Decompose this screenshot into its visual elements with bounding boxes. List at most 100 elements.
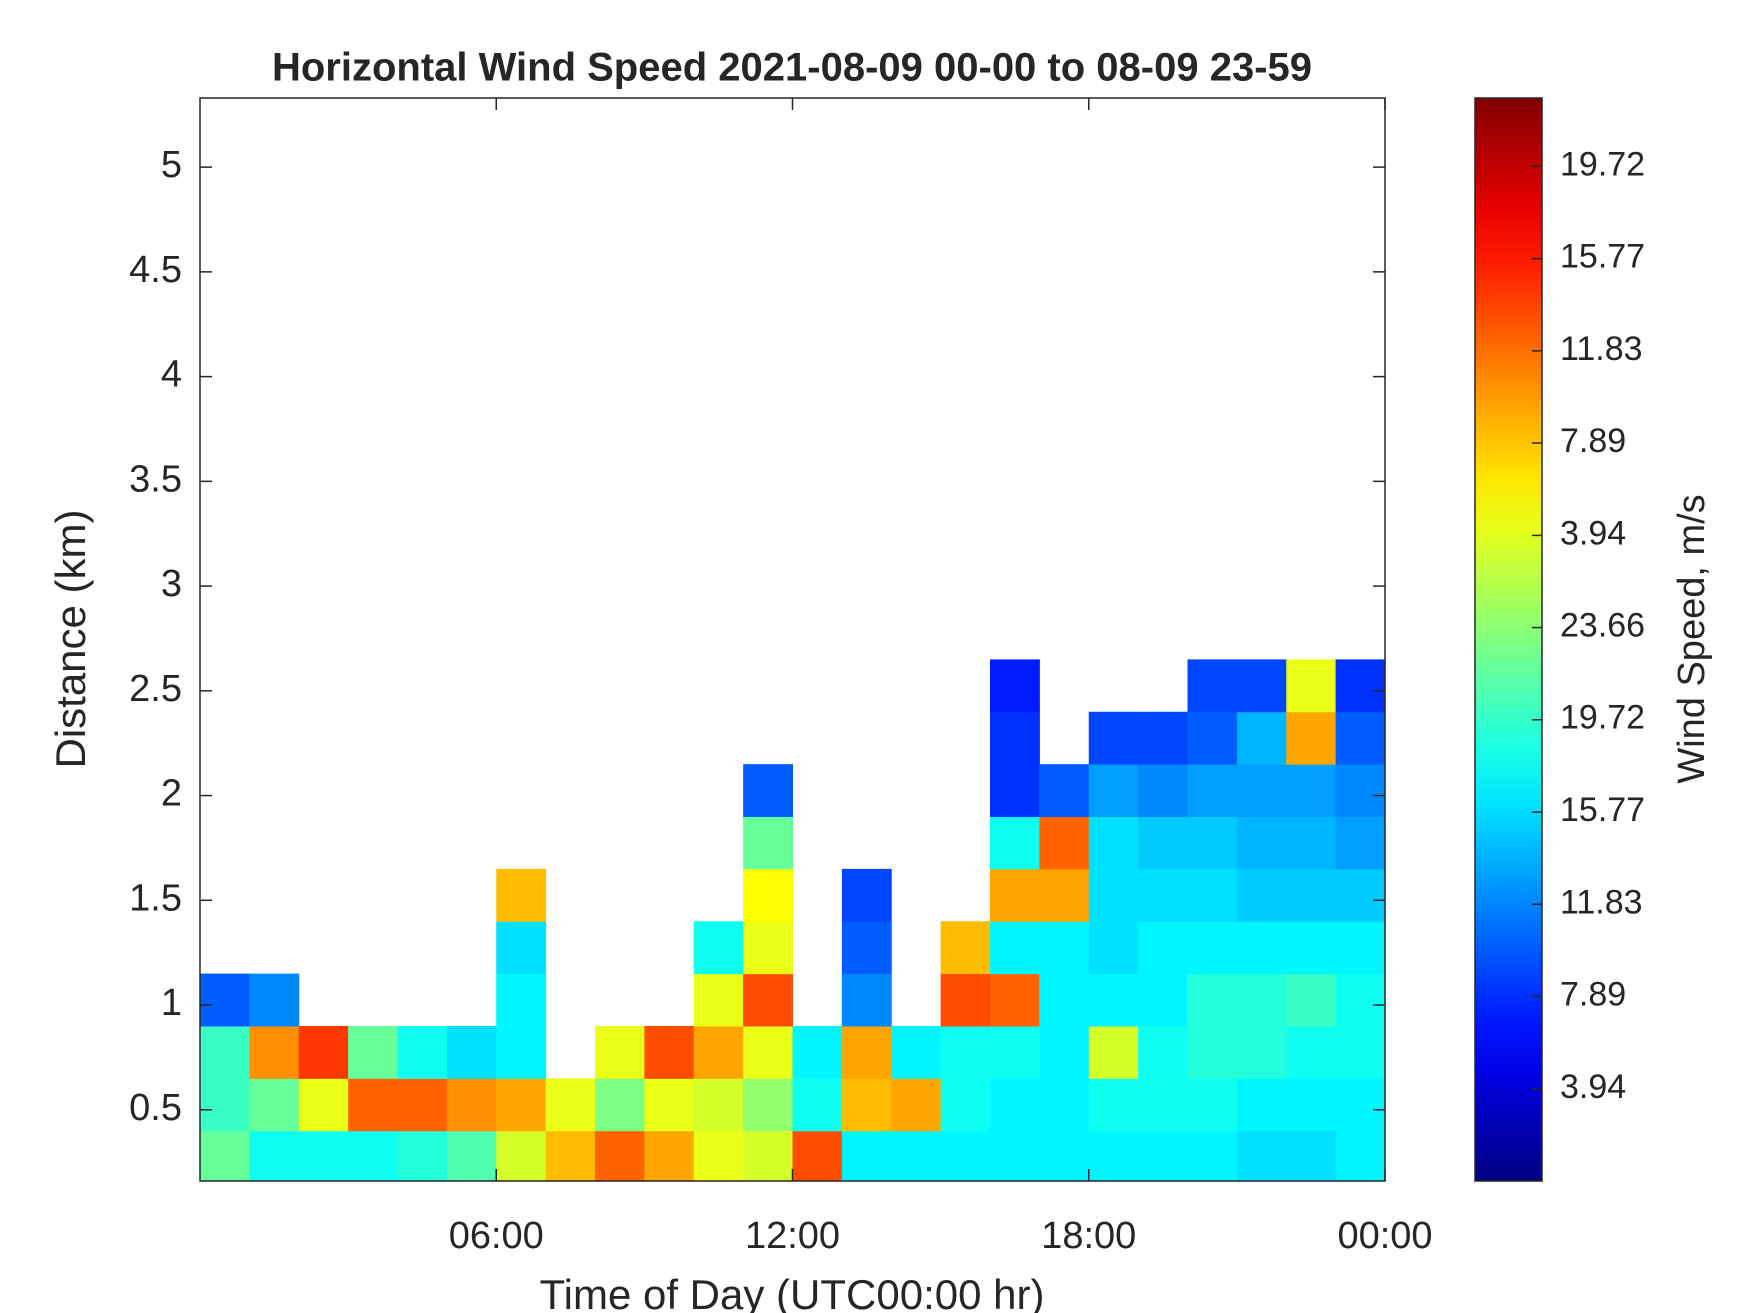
heatmap-cell — [1286, 1078, 1337, 1132]
heatmap-cell — [1335, 921, 1386, 975]
y-tick-label: 1 — [161, 982, 182, 1024]
heatmap-cell — [1088, 1130, 1139, 1182]
heatmap-cell — [1286, 764, 1337, 818]
colorbar-tick-label: 3.94 — [1560, 514, 1626, 552]
heatmap-cell — [841, 868, 892, 922]
y-axis-label: Distance (km) — [47, 509, 94, 768]
heatmap-cell — [743, 868, 793, 922]
heatmap-cell — [693, 1078, 744, 1132]
heatmap-cell — [990, 1078, 1040, 1132]
heatmap-cell — [249, 1078, 300, 1132]
heatmap-cell — [1187, 659, 1238, 713]
y-tick-label: 3.5 — [129, 458, 182, 500]
heatmap-cell — [1039, 1025, 1090, 1079]
y-tick-label: 5 — [161, 144, 182, 186]
heatmap-cell — [1187, 921, 1238, 975]
heatmap-cell — [1286, 868, 1337, 922]
heatmap-cell — [1039, 764, 1090, 818]
heatmap-cell — [595, 1130, 645, 1182]
heatmap-cell — [1286, 1025, 1337, 1079]
colorbar-label: Wind Speed, m/s — [1671, 494, 1713, 783]
heatmap-cell — [446, 1130, 497, 1182]
heatmap-cell — [1236, 1025, 1287, 1079]
heatmap-cell — [1335, 711, 1386, 765]
heatmap-cell — [1138, 711, 1188, 765]
heatmap-cell — [743, 1130, 793, 1182]
heatmap-cell — [1236, 973, 1287, 1027]
heatmap-cell — [891, 1130, 942, 1182]
heatmap-cell — [1335, 973, 1386, 1027]
heatmap-cell — [841, 921, 892, 975]
heatmap-cell — [397, 1025, 448, 1079]
x-tick-label: 00:00 — [1337, 1215, 1432, 1257]
heatmap-cell — [446, 1078, 497, 1132]
heatmap-cell — [1039, 1078, 1090, 1132]
heatmap-cell — [1138, 1130, 1188, 1182]
heatmap-cell — [200, 1025, 250, 1079]
colorbar-tick-label: 7.89 — [1560, 975, 1626, 1013]
heatmap-cell — [1187, 816, 1238, 870]
heatmap-cell — [990, 921, 1040, 975]
heatmap-cell — [1286, 1130, 1337, 1182]
heatmap-cell — [1088, 711, 1139, 765]
heatmap-cell — [496, 1130, 547, 1182]
heatmap-cell — [1335, 1078, 1386, 1132]
y-tick-label: 2 — [161, 773, 182, 815]
heatmap-cell — [1138, 1025, 1188, 1079]
heatmap-cell — [1335, 1025, 1386, 1079]
heatmap-cell — [595, 1078, 645, 1132]
heatmap-cell — [940, 921, 991, 975]
heatmap-cell — [1138, 868, 1188, 922]
heatmap-cell — [1138, 1078, 1188, 1132]
heatmap-cell — [1286, 659, 1337, 713]
heatmap-cell — [940, 1025, 991, 1079]
heatmap-cell — [1039, 973, 1090, 1027]
heatmap-cell — [891, 1025, 942, 1079]
heatmap-cell — [249, 1130, 300, 1182]
heatmap-cell — [1335, 868, 1386, 922]
chart-title: Horizontal Wind Speed 2021-08-09 00-00 t… — [272, 46, 1312, 90]
y-tick-label: 1.5 — [129, 877, 182, 919]
x-axis-label: Time of Day (UTC00:00 hr) — [540, 1271, 1045, 1313]
heatmap-cell — [743, 816, 793, 870]
heatmap-cell — [743, 764, 793, 818]
heatmap-cell — [348, 1025, 398, 1079]
y-tick-label: 0.5 — [129, 1087, 182, 1129]
x-tick-label: 18:00 — [1041, 1215, 1136, 1257]
heatmap-cell — [1088, 1025, 1139, 1079]
heatmap-cell — [693, 973, 744, 1027]
y-tick-label: 2.5 — [129, 668, 182, 710]
heatmap-cell — [1187, 1130, 1238, 1182]
heatmap-cell — [496, 868, 547, 922]
heatmap-cell — [644, 1078, 695, 1132]
colorbar-tick-label: 11.83 — [1560, 330, 1643, 368]
heatmap-cell — [940, 1130, 991, 1182]
heatmap-cell — [1088, 921, 1139, 975]
heatmap-cell — [990, 659, 1040, 713]
heatmap-cell — [644, 1130, 695, 1182]
heatmap-cell — [792, 1025, 843, 1079]
heatmap-cell — [1286, 973, 1337, 1027]
y-tick-label: 4.5 — [129, 249, 182, 291]
colorbar-tick-label: 3.94 — [1560, 1068, 1626, 1106]
heatmap-cell — [200, 973, 250, 1027]
heatmap-cell — [940, 1078, 991, 1132]
heatmap-cell — [348, 1130, 398, 1182]
heatmap-cell — [1236, 868, 1287, 922]
heatmap-cell — [1236, 1130, 1287, 1182]
heatmap-cell — [841, 1025, 892, 1079]
heatmap-cell — [1187, 1078, 1238, 1132]
colorbar-tick-label: 23.66 — [1560, 607, 1645, 645]
heatmap-cell — [841, 1078, 892, 1132]
heatmap-cell — [990, 764, 1040, 818]
heatmap-cell — [1138, 921, 1188, 975]
heatmap-cell — [496, 1025, 547, 1079]
heatmap-cell — [940, 973, 991, 1027]
heatmap-cell — [446, 1025, 497, 1079]
heatmap-cell — [397, 1130, 448, 1182]
heatmap-cell — [743, 921, 793, 975]
heatmap-cell — [1187, 973, 1238, 1027]
heatmap-cell — [1335, 659, 1386, 713]
heatmap-cell — [990, 816, 1040, 870]
heatmap-cell — [792, 1130, 843, 1182]
